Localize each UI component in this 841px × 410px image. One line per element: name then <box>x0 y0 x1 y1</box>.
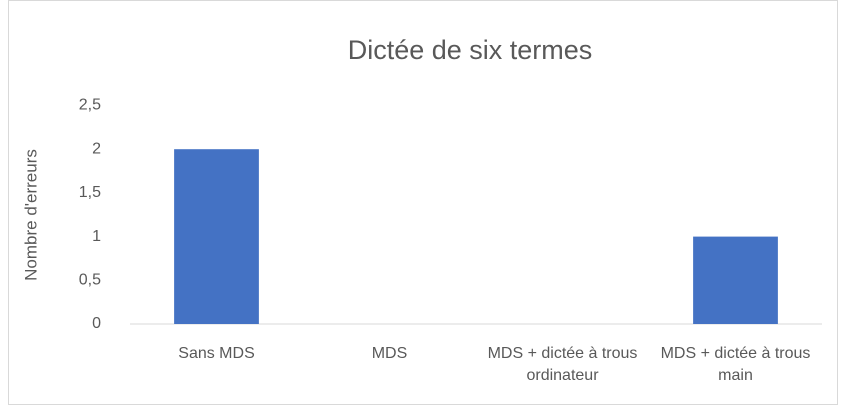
x-tick-label: MDS <box>371 345 408 362</box>
y-tick-label: 0,5 <box>79 272 101 289</box>
y-tick-label: 2 <box>92 140 101 157</box>
y-tick-label: 0 <box>92 315 101 332</box>
y-tick-label: 1,5 <box>79 184 101 201</box>
y-tick-label: 2,5 <box>79 97 101 114</box>
y-axis-title: Nombre d'erreurs <box>21 149 40 281</box>
x-tick-label: MDS + dictée à trous main <box>660 345 811 384</box>
x-tick-label: Sans MDS <box>178 345 255 362</box>
y-tick-label: 1 <box>92 228 101 245</box>
chart-title: Dictée de six termes <box>348 35 593 65</box>
bar <box>174 149 259 324</box>
bar <box>693 236 778 324</box>
x-tick-label: MDS + dictée à trous ordinateur <box>487 345 638 384</box>
chart-frame <box>8 0 838 405</box>
